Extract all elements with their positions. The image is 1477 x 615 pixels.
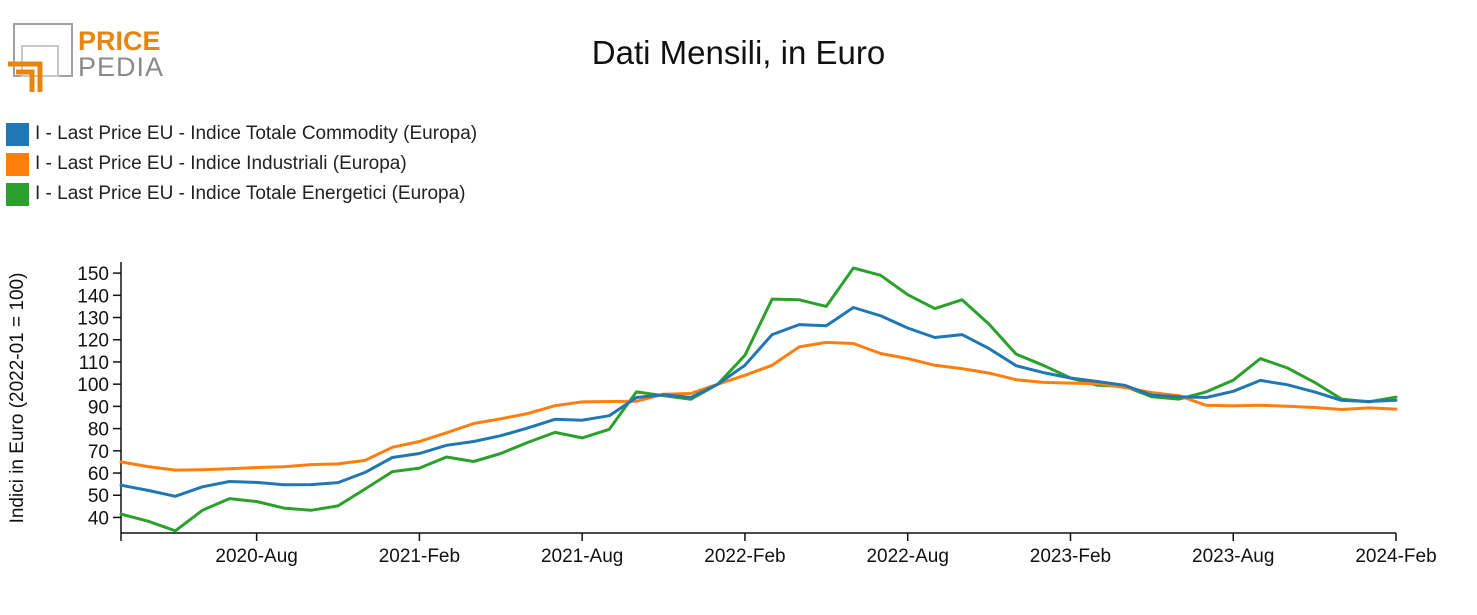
x-tick-label: 2024-Feb <box>1355 546 1436 567</box>
x-tick-label: 2021-Feb <box>379 546 460 567</box>
logo-text-bottom: PEDIA <box>78 52 164 82</box>
x-tick-label: 2021-Aug <box>541 546 623 567</box>
x-tick-label: 2023-Aug <box>1192 546 1274 567</box>
y-tick-label: 80 <box>88 420 109 441</box>
pricepedia-logo: PRICE PEDIA <box>8 23 164 92</box>
x-tick-label: 2020-Aug <box>215 546 297 567</box>
y-tick-label: 70 <box>88 442 109 463</box>
series-line-energetici <box>119 266 1398 533</box>
series-line-commodity <box>119 306 1398 498</box>
y-tick-label: 120 <box>77 331 109 352</box>
y-tick-label: 100 <box>77 375 109 396</box>
logo-text-top: PRICE <box>78 26 161 56</box>
chart-legend: I - Last Price EU - Indice Totale Commod… <box>6 119 477 209</box>
legend-label-industriali: I - Last Price EU - Indice Industriali (… <box>35 153 407 174</box>
y-tick-label: 90 <box>88 397 109 418</box>
y-tick-label: 140 <box>77 286 109 307</box>
x-tick-label: 2022-Feb <box>704 546 785 567</box>
series-line-industriali <box>119 340 1398 472</box>
y-axis-label: Indici in Euro (2022-01 = 100) <box>7 273 28 524</box>
legend-label-commodity: I - Last Price EU - Indice Totale Commod… <box>35 123 478 144</box>
legend-swatch-commodity <box>6 122 29 146</box>
y-tick-label: 130 <box>77 309 109 330</box>
y-tick-label: 150 <box>77 264 109 285</box>
chart-title: Dati Mensili, in Euro <box>591 34 886 71</box>
legend-label-energetici: I - Last Price EU - Indice Totale Energe… <box>35 183 466 204</box>
x-axis: 2020-Aug 2021-Feb 2021-Aug 2022-Feb 2022-Aug… <box>120 532 1437 567</box>
logo-mark <box>8 23 73 92</box>
legend-swatch-industriali <box>6 152 29 176</box>
y-tick-label: 50 <box>88 486 109 507</box>
y-tick-label: 110 <box>79 353 109 374</box>
y-tick-label: 40 <box>88 508 109 529</box>
legend-item-energetici[interactable]: I - Last Price EU - Indice Totale Energe… <box>6 179 477 209</box>
legend-item-industriali[interactable]: I - Last Price EU - Indice Industriali (… <box>6 149 477 179</box>
x-tick-label: 2023-Feb <box>1030 546 1111 567</box>
series-layer <box>119 266 1398 533</box>
x-tick-label: 2022-Aug <box>866 546 948 567</box>
legend-item-commodity[interactable]: I - Last Price EU - Indice Totale Commod… <box>6 119 477 149</box>
y-tick-label: 60 <box>88 464 109 485</box>
legend-swatch-energetici <box>6 182 29 206</box>
